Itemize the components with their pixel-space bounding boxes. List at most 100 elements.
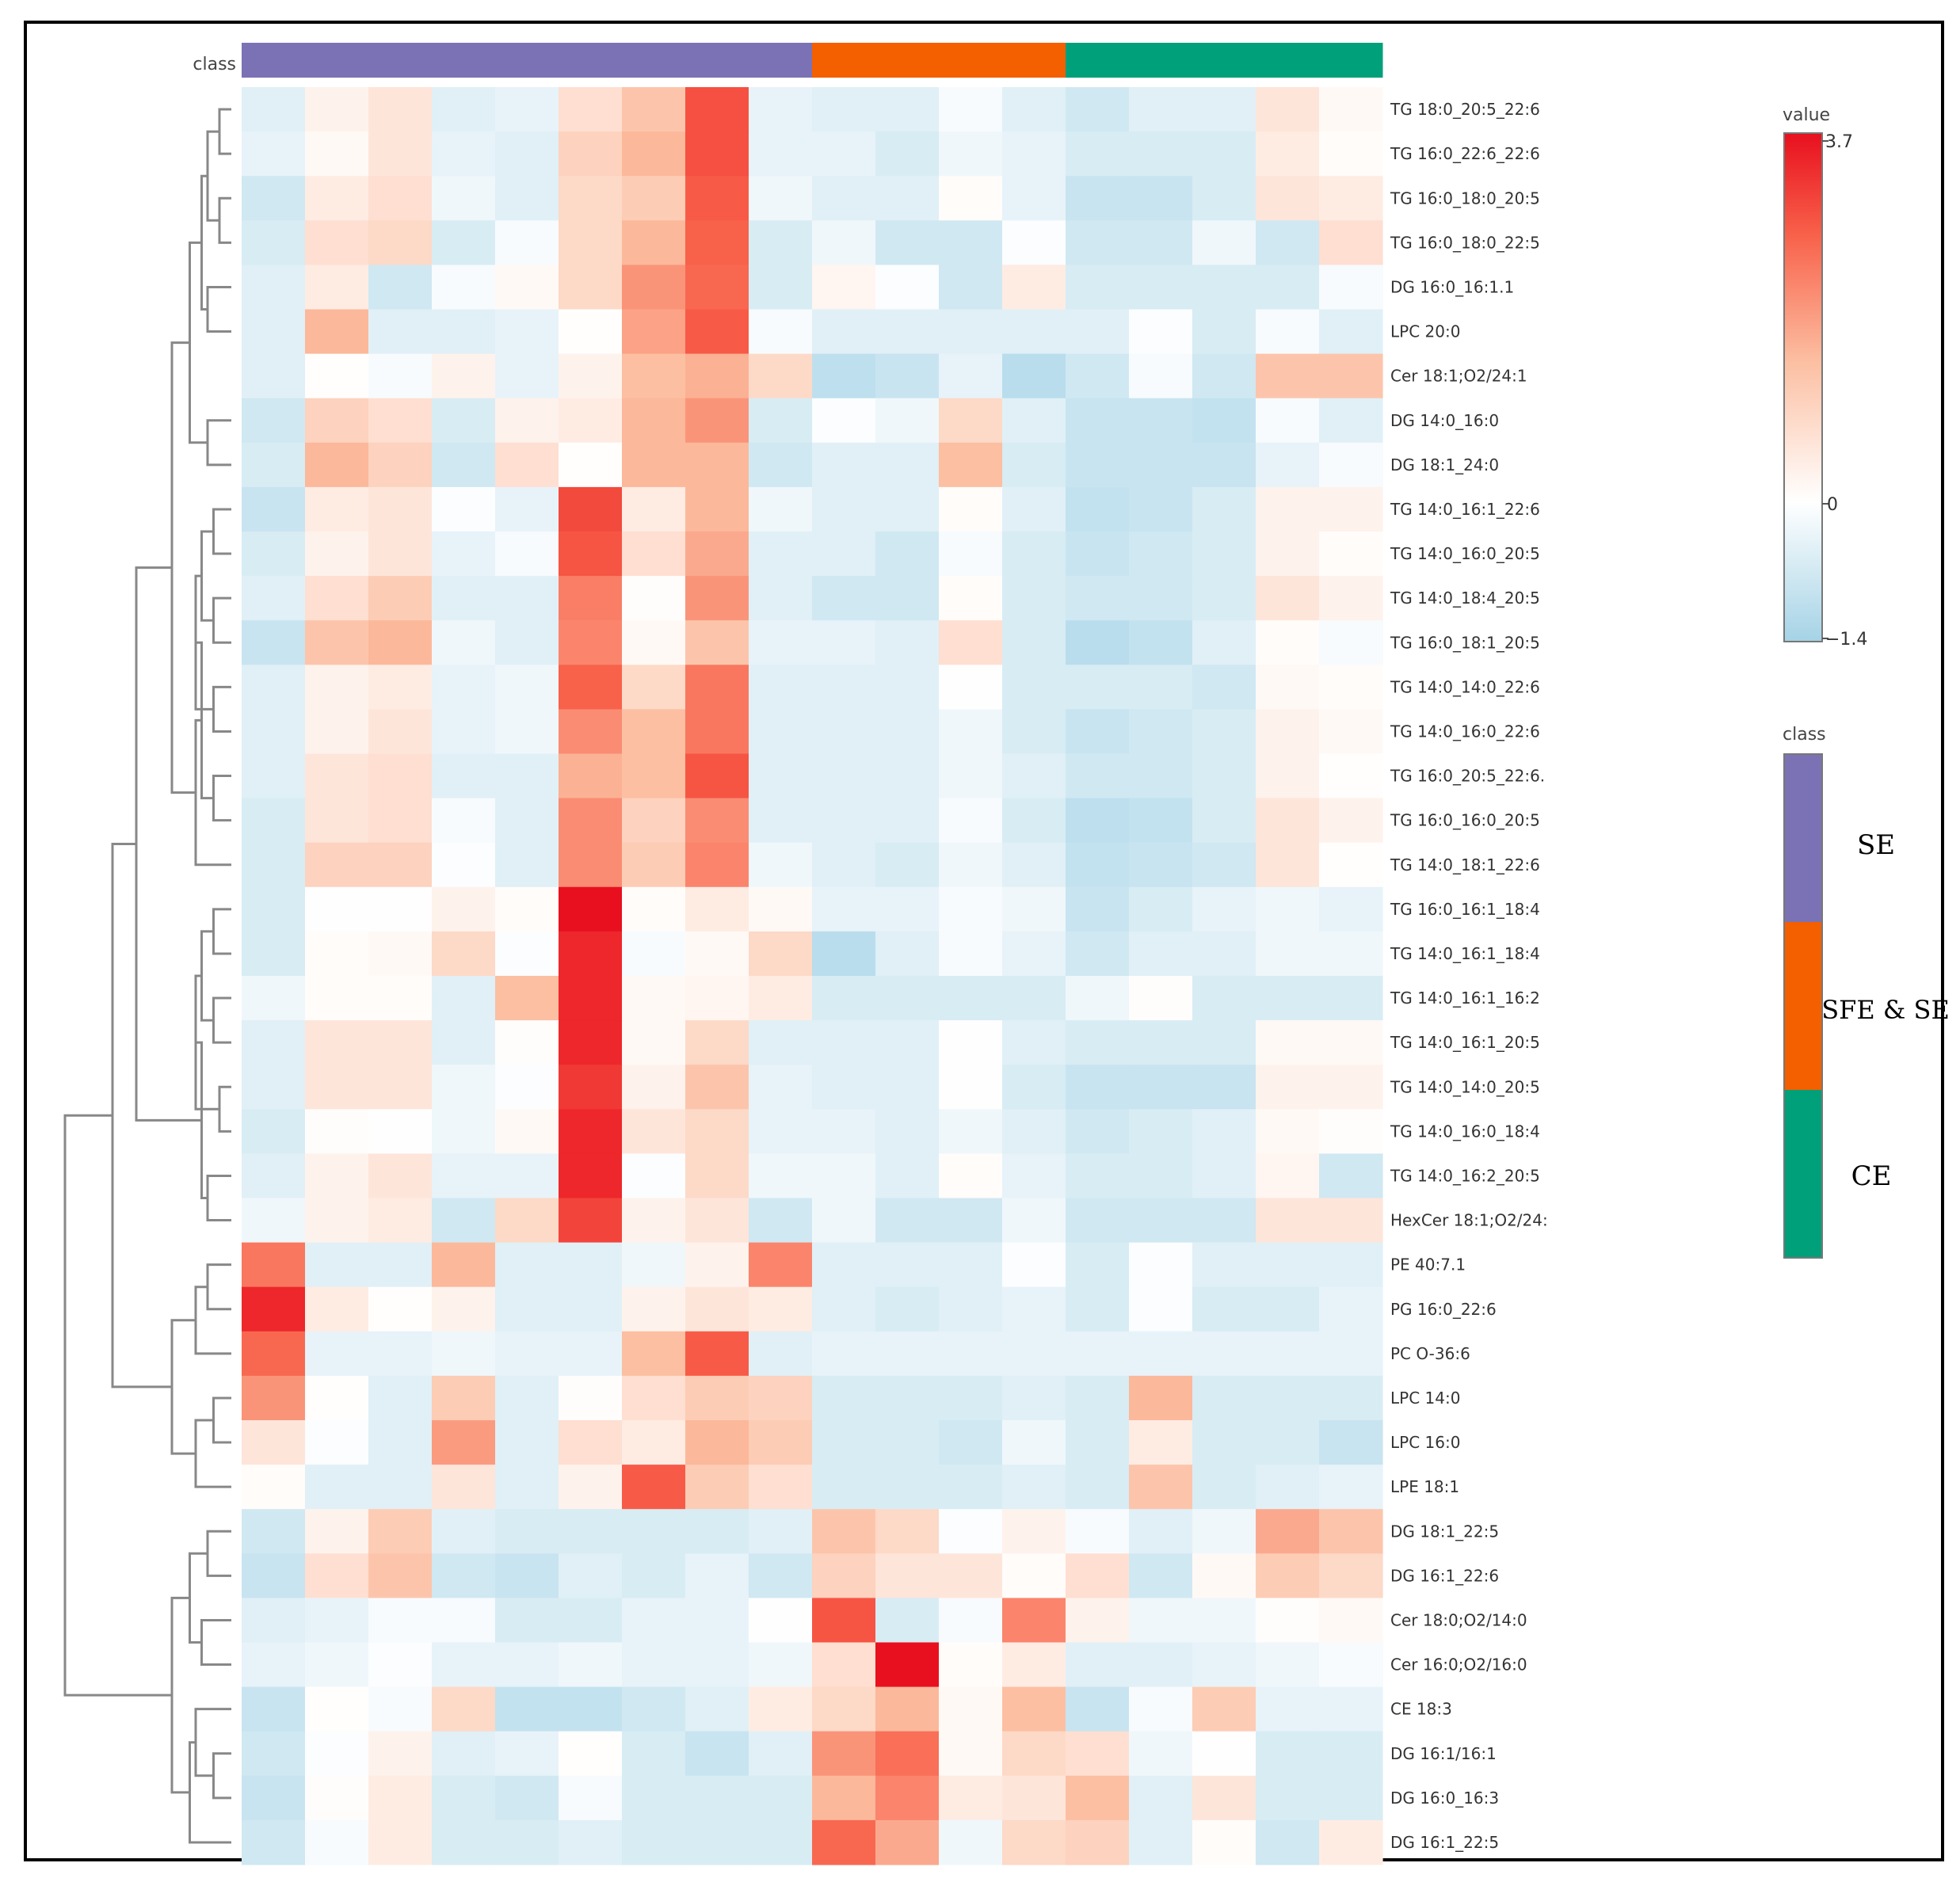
heatmap-cell [1129,1153,1193,1199]
heatmap-cell [368,976,433,1021]
heatmap-cell [875,1775,940,1821]
heatmap-cell [749,1420,813,1465]
heatmap-cell [305,753,369,799]
heatmap-cell [368,486,433,532]
heatmap-cell [1319,1465,1383,1510]
class-track-cell [1192,43,1256,78]
class-legend: class SE SFE & SE CE [1783,725,1950,1259]
heatmap-cell [622,531,686,577]
heatmap-cell [749,1731,813,1777]
heatmap-cell [749,220,813,265]
heatmap-cell [1002,1775,1066,1821]
heatmap-cell [305,886,369,932]
row-label: TG 14:0_16:2_20:5 [1390,1166,1540,1185]
heatmap-cell [622,131,686,177]
heatmap-cell [242,1819,306,1865]
heatmap-cell [1129,798,1193,844]
heatmap-cell [1002,753,1066,799]
heatmap-cell [305,486,369,532]
heatmap-cell [495,1375,559,1421]
heatmap-cell [1192,753,1256,799]
heatmap-cell [875,886,940,932]
heatmap-cell [1129,1731,1193,1777]
heatmap-cell [749,1509,813,1554]
heatmap-cell [1066,1553,1130,1598]
heatmap-cell [495,1775,559,1821]
heatmap-cell [1066,442,1130,488]
heatmap-cell [812,1686,876,1732]
heatmap-cell [1129,1642,1193,1688]
heatmap-cell [495,1109,559,1154]
row-label: TG 16:0_16:1_18:4 [1390,900,1540,919]
heatmap-cell [432,486,496,532]
heatmap-cell [495,353,559,399]
heatmap-cell [495,265,559,310]
heatmap-cell [1256,1153,1320,1199]
class-track-cell [559,43,623,78]
class-legend-label-ce: CE [1851,1160,1892,1192]
heatmap-cell [305,1020,369,1065]
heatmap-cell [368,886,433,932]
heatmap-cell [812,976,876,1021]
heatmap-cell [622,1553,686,1598]
heatmap-cell [1256,1242,1320,1288]
class-legend-swatch-sfe-se [1784,922,1822,1090]
heatmap-cell [685,1686,749,1732]
heatmap-cell [305,220,369,265]
heatmap-cell [812,1819,876,1865]
heatmap-cell [1319,1731,1383,1777]
heatmap-cell [939,1286,1003,1332]
heatmap-cell [1256,1286,1320,1332]
heatmap-cell [1319,1509,1383,1554]
heatmap-cell [368,1775,433,1821]
heatmap-cell [939,131,1003,177]
colorbar-zero-label: 0 [1827,495,1838,515]
heatmap-cell [1256,1198,1320,1244]
class-track-cell [1066,43,1130,78]
heatmap-cell [1256,353,1320,399]
heatmap-cell [1129,1598,1193,1644]
heatmap-cell [495,1020,559,1065]
heatmap-cell [875,398,940,444]
heatmap-cell [1066,753,1130,799]
heatmap-cell [432,398,496,444]
heatmap-cell [812,486,876,532]
heatmap-cell [685,265,749,310]
heatmap-cell [559,1331,623,1377]
heatmap-cell [875,1198,940,1244]
heatmap-cell [749,398,813,444]
heatmap-cell [432,1375,496,1421]
heatmap-cell [368,620,433,665]
heatmap-cell [495,1286,559,1332]
heatmap-cell [1319,886,1383,932]
dendrogram-branch [212,685,231,733]
dendrogram-branch [170,1596,190,1794]
heatmap-cell [812,309,876,355]
heatmap-cell [242,176,306,221]
heatmap-cell [559,753,623,799]
heatmap-cell [432,531,496,577]
heatmap-cell [305,1553,369,1598]
heatmap-cell [1192,1242,1256,1288]
heatmap-cell [749,1775,813,1821]
heatmap-cell [1066,1020,1130,1065]
heatmap-cell [1002,1109,1066,1154]
heatmap-cell [432,1286,496,1332]
heatmap-cell [559,486,623,532]
heatmap-cell [1002,1509,1066,1554]
heatmap-cell [305,131,369,177]
dendrogram-branch [189,241,208,444]
heatmap-cell [559,1819,623,1865]
heatmap-cell [939,1598,1003,1644]
heatmap-cell [1319,931,1383,977]
heatmap-cell [559,1598,623,1644]
heatmap-cell [812,1109,876,1154]
heatmap-cell [242,620,306,665]
heatmap-cell [812,1065,876,1110]
class-track-label: class [193,55,236,74]
heatmap-cell [939,1198,1003,1244]
heatmap-cell [622,220,686,265]
heatmap-cell [685,486,749,532]
heatmap-cell [1256,265,1320,310]
dendrogram-branch [206,285,231,333]
